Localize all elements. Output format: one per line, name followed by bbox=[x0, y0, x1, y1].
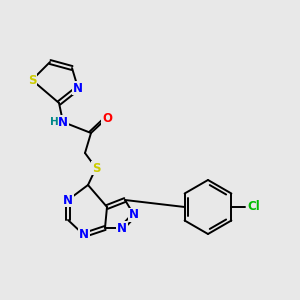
Text: N: N bbox=[58, 116, 68, 128]
Text: S: S bbox=[28, 74, 36, 86]
Text: N: N bbox=[63, 194, 73, 206]
Text: H: H bbox=[50, 117, 58, 127]
Text: N: N bbox=[117, 221, 127, 235]
Text: N: N bbox=[129, 208, 139, 221]
Text: N: N bbox=[79, 229, 89, 242]
Text: O: O bbox=[102, 112, 112, 124]
Text: N: N bbox=[73, 82, 83, 94]
Text: S: S bbox=[92, 161, 100, 175]
Text: Cl: Cl bbox=[247, 200, 260, 214]
